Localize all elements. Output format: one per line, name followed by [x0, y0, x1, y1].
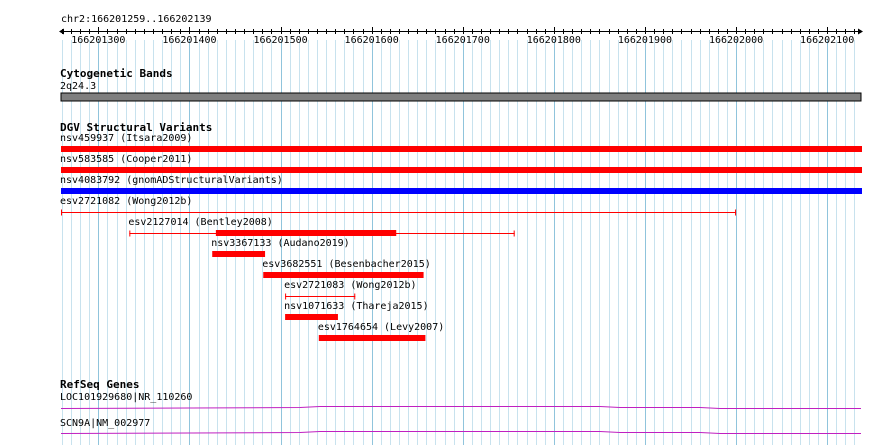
cytoband-track-title: Cytogenetic Bands [60, 67, 173, 80]
refseq-gene-line[interactable] [60, 431, 861, 434]
dgv-feature-label[interactable]: esv3682551 (Besenbacher2015) [262, 259, 431, 270]
dgv-feature-bar[interactable] [212, 251, 266, 257]
ruler-tick-label: 166201900 [617, 35, 673, 46]
dgv-feature-label[interactable]: nsv459937 (Itsara2009) [60, 133, 193, 144]
dgv-track[interactable] [61, 146, 862, 341]
dgv-feature-label[interactable]: nsv1071633 (Thareja2015) [284, 301, 429, 312]
ruler-tick-label: 166201500 [253, 35, 308, 46]
ruler-tick-label: 166201600 [344, 35, 399, 46]
dgv-feature-label[interactable]: esv2721083 (Wong2012b) [284, 280, 417, 291]
refseq-gene-label[interactable]: LOC101929680|NR_110260 [60, 392, 193, 403]
coordinate-ruler[interactable] [59, 27, 863, 35]
dgv-feature-label[interactable]: nsv583585 (Cooper2011) [60, 154, 193, 165]
cytoband-track[interactable] [60, 92, 862, 102]
dgv-feature-label[interactable]: nsv3367133 (Audano2019) [211, 238, 350, 249]
dgv-feature-bar[interactable] [215, 230, 397, 236]
dgv-feature-bar[interactable] [285, 314, 338, 320]
region-label: chr2:166201259..166202139 [61, 14, 212, 25]
dgv-track-title: DGV Structural Variants [60, 121, 213, 134]
dgv-feature-label[interactable]: esv2721082 (Wong2012b) [60, 196, 193, 207]
dgv-feature-label[interactable]: nsv4083792 (gnomADStructuralVariants) [60, 175, 283, 186]
cytoband-label: 2q24.3 [60, 81, 97, 92]
cytoband-bar[interactable] [60, 92, 862, 102]
ruler-tick-label: 166201700 [435, 35, 490, 46]
refseq-track[interactable] [60, 406, 861, 434]
dgv-feature-bar[interactable] [61, 167, 862, 173]
ruler-tick-label: 166202100 [800, 35, 855, 46]
refseq-track-title: RefSeq Genes [60, 378, 140, 391]
ruler-right-arrow [858, 28, 863, 35]
grid-lines [62, 40, 855, 445]
refseq-gene-line[interactable] [60, 406, 861, 409]
dgv-feature-label[interactable]: esv2127014 (Bentley2008) [128, 217, 273, 228]
dgv-feature-bar[interactable] [61, 146, 862, 152]
ruler-left-arrow [59, 28, 64, 35]
ruler-tick-label: 166202000 [708, 35, 764, 46]
ruler-tick-label: 166201800 [526, 35, 581, 46]
ruler-tick-label: 166201300 [71, 35, 126, 46]
dgv-feature-label[interactable]: esv1764654 (Levy2007) [317, 322, 445, 333]
refseq-gene-label[interactable]: SCN9A|NM_002977 [60, 418, 151, 429]
dgv-feature-bar[interactable] [318, 335, 426, 341]
ruler-tick-label: 166201400 [162, 35, 217, 46]
dgv-feature-bar[interactable] [61, 188, 862, 194]
dgv-feature-bar[interactable] [263, 272, 424, 278]
